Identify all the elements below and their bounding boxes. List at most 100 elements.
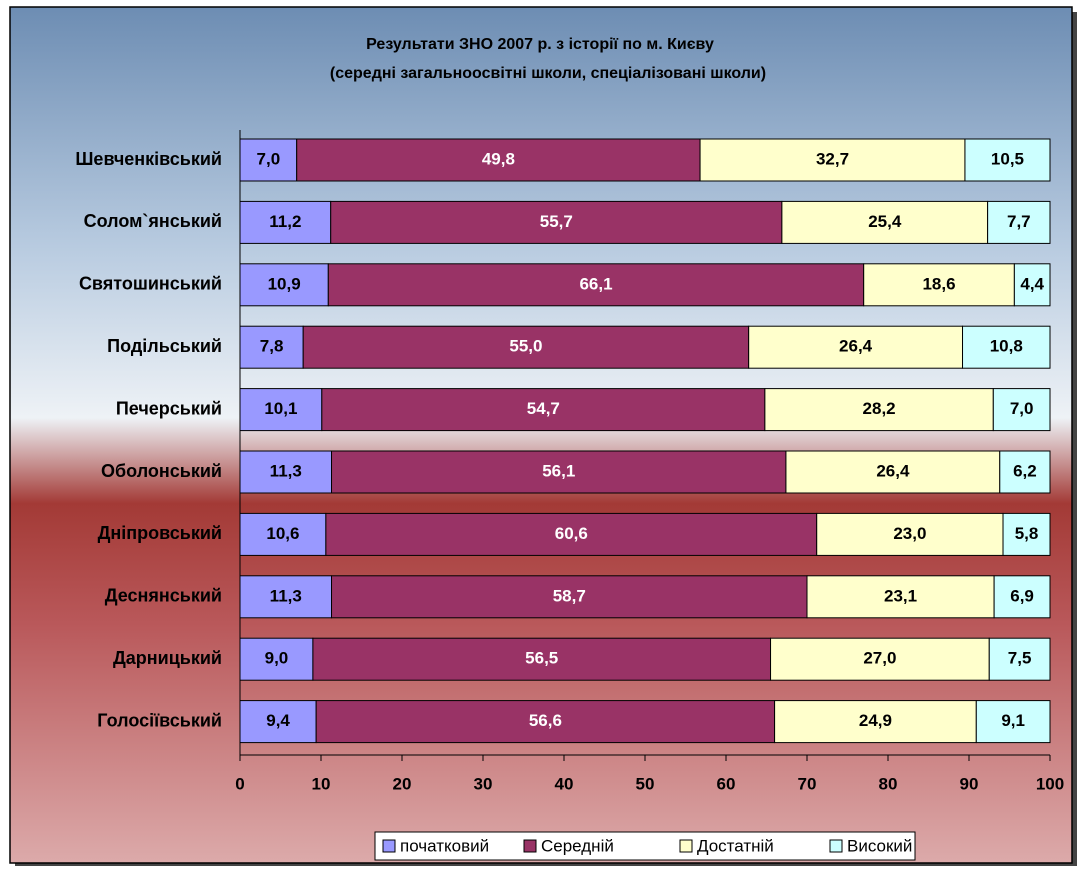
value-label: 56,6	[529, 711, 562, 730]
value-label: 10,1	[264, 399, 297, 418]
bar-segment	[962, 325, 1051, 369]
y-tick-label: Шевченківський	[75, 149, 222, 169]
value-label: 18,6	[922, 274, 955, 293]
y-tick-label: Печерський	[116, 398, 222, 418]
value-label: 23,1	[884, 586, 917, 605]
bar-segment	[239, 138, 298, 182]
bar-segment	[239, 263, 329, 307]
y-tick-label: Солом`янський	[84, 211, 222, 231]
value-label: 10,6	[266, 524, 299, 543]
legend-label: Середній	[541, 836, 614, 855]
legend-label: Високий	[847, 836, 912, 855]
value-label: 6,2	[1013, 461, 1037, 480]
value-label: 60,6	[555, 524, 588, 543]
value-label: 26,4	[839, 337, 873, 356]
x-tick-label: 20	[393, 774, 412, 793]
x-tick-label: 90	[960, 774, 979, 793]
bar-segment	[239, 512, 327, 556]
value-label: 11,3	[270, 461, 302, 480]
value-label: 11,2	[269, 212, 301, 231]
x-tick-label: 80	[879, 774, 898, 793]
value-label: 55,7	[540, 212, 573, 231]
bar-segment	[999, 450, 1051, 494]
bar-segment	[764, 388, 994, 432]
bar-segment	[331, 575, 808, 619]
value-label: 26,4	[876, 461, 910, 480]
bar-segment	[327, 263, 865, 307]
y-tick-label: Подільський	[107, 336, 222, 356]
bar-segment	[748, 325, 964, 369]
legend-label: початковий	[400, 836, 489, 855]
x-tick-label: 40	[555, 774, 574, 793]
bar-segment	[239, 637, 314, 681]
legend-swatch	[829, 839, 843, 853]
bar-segment	[1002, 512, 1051, 556]
value-label: 6,9	[1010, 586, 1034, 605]
value-label: 7,8	[260, 337, 284, 356]
chart-title: Результати ЗНО 2007 р. з історії по м. К…	[366, 36, 714, 53]
value-label: 10,5	[991, 149, 1024, 168]
value-label: 9,4	[266, 711, 290, 730]
bar-segment	[806, 575, 995, 619]
bar-segment	[239, 325, 304, 369]
bar-segment	[992, 388, 1051, 432]
y-tick-label: Дарницький	[113, 648, 222, 668]
value-label: 11,3	[270, 586, 302, 605]
y-tick-label: Святошинський	[79, 274, 222, 294]
value-label: 7,0	[257, 149, 281, 168]
y-tick-label: Оболонський	[101, 461, 222, 481]
bar-segment	[239, 450, 333, 494]
x-tick-label: 30	[474, 774, 493, 793]
value-label: 58,7	[553, 586, 586, 605]
value-label: 9,1	[1001, 711, 1025, 730]
bar-segment	[325, 512, 818, 556]
x-tick-label: 10	[312, 774, 331, 793]
value-label: 4,4	[1020, 274, 1044, 293]
value-label: 28,2	[863, 399, 896, 418]
value-label: 27,0	[863, 649, 896, 668]
bar-segment	[993, 575, 1051, 619]
x-tick-label: 100	[1036, 774, 1064, 793]
bar-segment	[312, 637, 772, 681]
value-label: 55,0	[509, 337, 542, 356]
value-label: 49,8	[482, 149, 515, 168]
bar-segment	[239, 200, 332, 244]
bar-segment	[699, 138, 966, 182]
legend-swatch	[382, 839, 396, 853]
legend-swatch	[679, 839, 693, 853]
bar-segment	[988, 637, 1051, 681]
y-tick-label: Деснянський	[105, 586, 222, 606]
value-label: 56,5	[525, 649, 558, 668]
value-label: 5,8	[1015, 524, 1039, 543]
value-label: 56,1	[542, 461, 575, 480]
value-label: 24,9	[859, 711, 892, 730]
bar-segment	[863, 263, 1015, 307]
value-label: 9,0	[265, 649, 289, 668]
bar-segment	[1013, 263, 1051, 307]
y-tick-label: Дніпровський	[98, 523, 222, 543]
value-label: 7,5	[1008, 649, 1032, 668]
value-label: 54,7	[527, 399, 560, 418]
bar-segment	[315, 700, 776, 744]
chart-subtitle: (середні загальноосвітні школи, спеціалі…	[330, 65, 766, 82]
bar-segment	[296, 138, 701, 182]
bar-segment	[987, 200, 1051, 244]
bar-segment	[330, 200, 783, 244]
value-label: 32,7	[816, 149, 849, 168]
value-label: 10,9	[268, 274, 301, 293]
x-tick-label: 60	[717, 774, 736, 793]
value-label: 10,8	[990, 337, 1023, 356]
legend-swatch	[523, 839, 537, 853]
bar-segment	[975, 700, 1051, 744]
value-label: 7,0	[1010, 399, 1034, 418]
value-label: 25,4	[868, 212, 902, 231]
y-tick-label: Голосіївський	[97, 710, 222, 730]
x-tick-label: 0	[235, 774, 244, 793]
x-tick-label: 50	[636, 774, 655, 793]
bar-segment	[239, 388, 323, 432]
legend	[374, 831, 916, 861]
bar-segment	[302, 325, 750, 369]
bar-segment	[321, 388, 766, 432]
